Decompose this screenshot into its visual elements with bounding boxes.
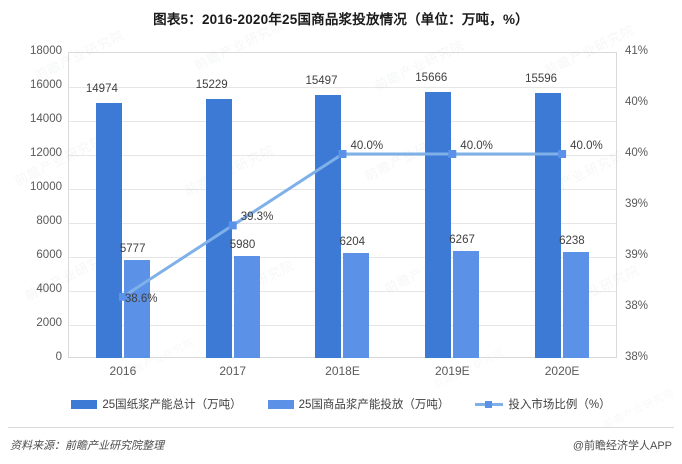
line-marker[interactable] [338,150,347,158]
y-axis-right-tick: 38% [625,300,649,312]
x-axis-tick: 2020E [544,364,580,378]
bar-market[interactable] [453,251,480,358]
y-axis-left-tick: 14000 [30,113,62,125]
y-axis-right-tick: 39% [625,198,649,210]
bar-total-label: 15666 [415,71,448,84]
footer-divider [8,427,674,428]
y-axis-right-tick: 40% [625,96,649,108]
bar-group: 14974 5777 [68,52,178,358]
y-axis-left-tick: 8000 [36,215,62,227]
bar-market-label: 6204 [339,235,366,248]
bar-market[interactable] [563,251,590,358]
line-path [122,152,563,299]
line-series [118,150,567,301]
y-axis-left-tick: 0 [55,351,62,363]
bar-market-label: 5980 [229,239,256,252]
legend-swatch-icon [267,399,294,409]
x-axis-tick: 2018E [325,364,360,378]
legend-label: 投入市场比例（%） [508,399,611,411]
bar-market-label: 6238 [559,234,585,247]
line-point-label: 40.0% [570,140,603,152]
line-marker[interactable] [448,150,457,158]
bar-group: 15229 5980 [178,52,288,358]
bar-series-layer: 14974 5777 15229 5980 15497 6204 15666 6267 1559… [68,52,617,358]
bar-market-label: 6267 [449,234,475,247]
brand-label: @前瞻经济学人APP [572,440,672,452]
line-point-label: 38.6% [124,292,158,305]
bar-total-label: 15596 [525,72,558,85]
gridline [69,325,616,326]
chart-legend: 25国纸浆产能总计（万吨） 25国商品浆产能投放（万吨） 投入市场比例（%） [0,396,682,412]
y-axis-left-tick: 10000 [30,181,62,193]
legend-item[interactable]: 25国纸浆产能总计（万吨） [71,396,242,412]
legend-label: 25国纸浆产能总计（万吨） [102,399,242,411]
legend-swatch-icon [475,400,504,409]
legend-swatch-icon [71,399,98,409]
bar-total-label: 15497 [305,74,338,87]
source-note: 资料来源：前瞻产业研究院整理 [10,440,164,452]
bar-group: 15596 6238 [507,52,617,358]
y-axis-right-tick: 39% [625,249,649,261]
line-marker[interactable] [118,292,127,301]
bar-total[interactable] [95,103,122,358]
line-marker[interactable] [228,221,237,230]
bar-market[interactable] [343,252,370,358]
gridline [69,291,616,292]
bar-group: 15497 6204 [288,52,398,358]
y-axis-left-tick: 18000 [30,45,62,57]
y-axis-right: 38% 38% 39% 39% 40% 40% 41% [625,45,675,362]
chart-title: 图表5：2016-2020年25国商品浆投放情况（单位：万吨，%） [153,12,529,27]
bar-total-label: 14974 [85,83,118,96]
gridline [69,223,616,224]
legend-item[interactable]: 投入市场比例（%） [475,396,611,412]
line-point-label: 40.0% [460,140,493,152]
y-axis-right-tick: 40% [625,147,649,159]
gridline [69,87,616,88]
line-point-label: 40.0% [350,140,384,152]
y-axis-left-tick: 4000 [36,283,62,295]
line-marker[interactable] [558,150,567,158]
y-axis-left-tick: 2000 [36,317,62,329]
bar-total[interactable] [315,94,342,358]
gridline [69,121,616,122]
y-axis-left-tick: 16000 [30,79,62,91]
legend-label: 25国商品浆产能投放（万吨） [298,399,450,411]
gridline [69,257,616,258]
bar-market-label: 5777 [119,242,146,255]
x-axis-tick: 2016 [109,364,137,378]
bar-market[interactable] [123,259,150,358]
x-axis-tick: 2017 [219,364,247,378]
bar-group: 15666 6267 [397,52,507,358]
y-axis-left-tick: 6000 [36,249,62,261]
y-axis-left: 0 2000 4000 6000 8000 10000 12000 14000 16000 180… [0,45,62,362]
legend-item[interactable]: 25国商品浆产能投放（万吨） [267,396,450,412]
line-point-label: 39.3% [240,211,274,224]
bar-total[interactable] [425,91,452,358]
x-axis: 2016 2017 2018E 2019E 2020E [68,364,617,386]
bar-market[interactable] [233,256,260,358]
y-axis-right-tick: 38% [625,351,649,363]
x-axis-tick: 2019E [434,364,470,378]
bar-total-label: 15229 [195,79,228,92]
y-axis-left-tick: 12000 [30,147,62,159]
y-axis-right-tick: 41% [625,45,649,57]
bar-total[interactable] [535,92,562,358]
gridline [69,189,616,190]
